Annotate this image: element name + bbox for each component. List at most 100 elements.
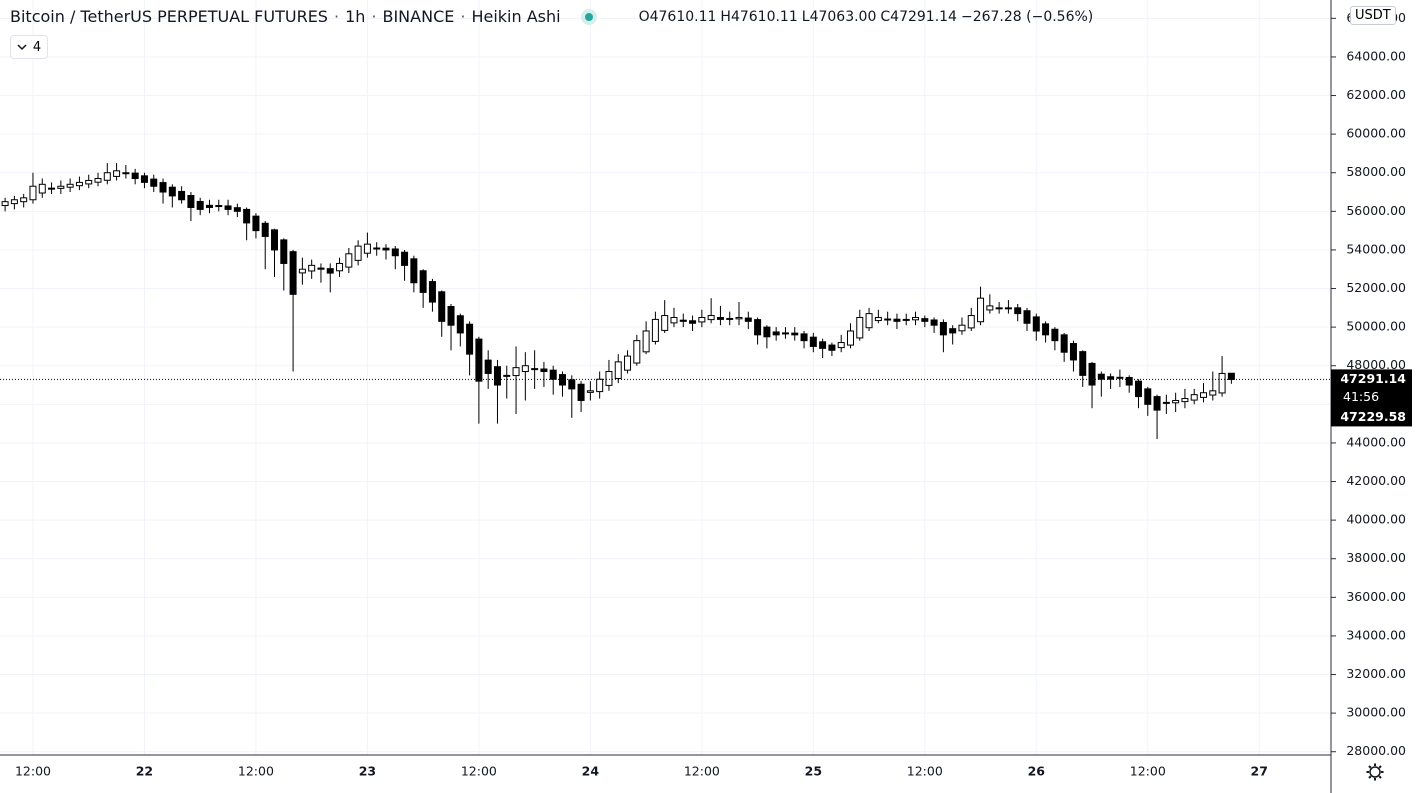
candle-body	[159, 182, 167, 193]
chevron	[17, 44, 27, 51]
candle-body	[754, 319, 762, 336]
candle-body	[828, 344, 836, 351]
candle-body	[122, 172, 130, 175]
candle-body	[967, 315, 975, 329]
candle-body	[939, 321, 947, 336]
candle-body	[624, 355, 632, 371]
y-tick-label: 52000.00	[1346, 280, 1406, 295]
candle-body	[205, 204, 213, 208]
candle-body	[791, 332, 799, 336]
gear-tooth	[1378, 775, 1382, 779]
candle-body	[1153, 396, 1161, 411]
ohlc-value: 47291.14	[890, 8, 957, 25]
x-tick-label: 12:00	[907, 764, 943, 779]
candle-body	[484, 359, 492, 374]
candle-body	[1069, 343, 1077, 361]
last-price-label: 47291.14	[1340, 371, 1406, 386]
candle-body	[456, 315, 464, 334]
candle-body	[354, 245, 362, 261]
ohlc-value: 47610.11	[649, 8, 717, 25]
y-tick-label: 62000.00	[1346, 87, 1406, 102]
y-tick-label: 42000.00	[1346, 473, 1406, 488]
candle-body	[837, 342, 845, 349]
candle-body	[1004, 307, 1012, 310]
ohlc-item: C47291.14	[880, 9, 957, 25]
candle-body	[196, 200, 204, 210]
candle-body	[224, 205, 232, 210]
candle-body	[447, 305, 455, 326]
candle-body	[1014, 307, 1022, 315]
candle-body	[577, 383, 585, 401]
x-tick-label: 24	[582, 764, 600, 779]
candle-body	[29, 185, 37, 201]
candle-body	[586, 390, 594, 393]
indicators-toggle[interactable]: 4	[10, 35, 48, 59]
candle-body	[531, 368, 539, 371]
candle-body	[187, 195, 195, 208]
candle-body	[893, 318, 901, 322]
candle-body	[809, 336, 817, 347]
candle-body	[605, 371, 613, 386]
candle-body	[540, 368, 548, 373]
candle-body	[549, 369, 557, 380]
candle-body	[1162, 401, 1170, 404]
candle-body	[493, 366, 501, 386]
x-tick-label: 12:00	[684, 764, 720, 779]
candle-body	[874, 316, 882, 322]
ohlc-label: O	[638, 8, 650, 25]
currency-badge[interactable]: USDT	[1350, 6, 1396, 25]
candle-body	[382, 247, 390, 251]
candle-body	[726, 317, 734, 320]
ohlc-label: C	[880, 8, 891, 25]
candle-body	[140, 175, 148, 183]
candle-body	[614, 361, 622, 379]
candle-body	[345, 253, 353, 268]
chart-style: Heikin Ashi	[471, 7, 561, 26]
candle-body	[912, 316, 920, 321]
gear-ring	[1369, 766, 1381, 778]
candle-body	[410, 258, 418, 284]
indicators-count: 4	[32, 39, 42, 55]
y-tick-label: 36000.00	[1346, 589, 1406, 604]
candle-body	[401, 251, 409, 266]
x-tick-label: 26	[1028, 764, 1046, 779]
candle-body	[865, 313, 873, 329]
y-tick-label: 34000.00	[1346, 627, 1406, 642]
y-tick-label: 48000.00	[1346, 357, 1406, 372]
legend-header: Bitcoin / TetherUS PERPETUAL FUTURES · 1h…	[10, 7, 1097, 26]
candle-body	[1227, 372, 1235, 380]
candle-body	[1032, 316, 1040, 332]
settings-icon[interactable]	[1366, 763, 1384, 781]
candle-body	[438, 291, 446, 322]
candle-body	[1181, 398, 1189, 403]
y-tick-label: 58000.00	[1346, 164, 1406, 179]
candle-body	[1060, 334, 1068, 353]
candle-body	[1042, 323, 1050, 336]
candle-body	[1051, 328, 1059, 342]
candle-body	[1023, 310, 1031, 324]
ohlc-item: L47063.00	[802, 9, 877, 25]
second-price-label: 47229.58	[1340, 409, 1406, 424]
x-tick-label: 22	[136, 764, 153, 779]
candle-body	[1125, 377, 1133, 386]
candle-body	[716, 316, 724, 320]
candle-body	[521, 365, 529, 373]
x-tick-label: 12:00	[238, 764, 274, 779]
candle-body	[679, 319, 687, 322]
x-tick-label: 12:00	[461, 764, 497, 779]
candle-body	[215, 205, 223, 208]
candle-body	[1209, 390, 1217, 396]
ohlc: O47610.11 H47610.11 L47063.00 C47291.14 −267…	[639, 9, 1098, 25]
candle-body	[670, 316, 678, 324]
y-tick-label: 38000.00	[1346, 550, 1406, 565]
candle-body	[326, 268, 334, 274]
status-dot	[580, 8, 597, 25]
y-tick-label: 54000.00	[1346, 241, 1406, 256]
x-tick-label: 27	[1251, 764, 1268, 779]
candle-body	[178, 190, 186, 201]
ohlc-item: O47610.11	[639, 9, 717, 25]
candle-body	[772, 331, 780, 336]
candle-body	[921, 318, 929, 322]
candle-body	[103, 172, 111, 181]
candle-body	[568, 379, 576, 390]
